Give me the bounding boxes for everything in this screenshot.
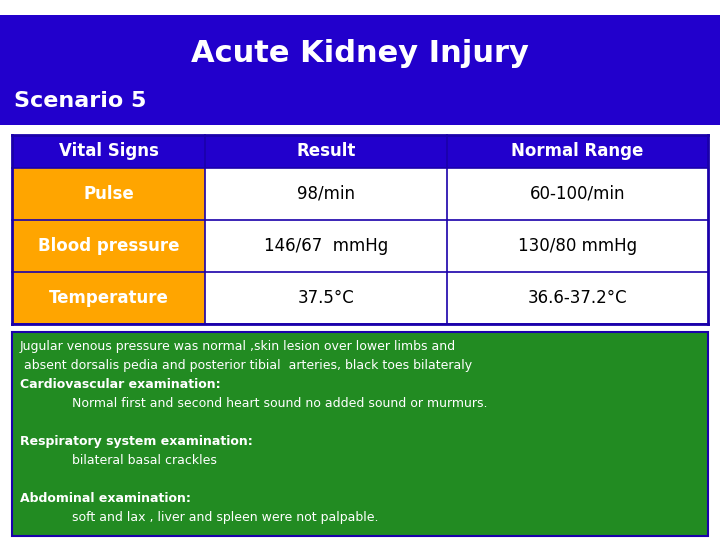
Text: 98/min: 98/min — [297, 185, 355, 203]
FancyBboxPatch shape — [205, 168, 447, 220]
Text: Jugular venous pressure was normal ,skin lesion over lower limbs and: Jugular venous pressure was normal ,skin… — [20, 340, 456, 353]
FancyBboxPatch shape — [447, 168, 708, 220]
Text: Pulse: Pulse — [84, 185, 134, 203]
Text: absent dorsalis pedia and posterior tibial  arteries, black toes bilateraly: absent dorsalis pedia and posterior tibi… — [20, 359, 472, 372]
Text: Result: Result — [297, 143, 356, 160]
FancyBboxPatch shape — [0, 15, 720, 125]
Text: bilateral basal crackles: bilateral basal crackles — [72, 454, 217, 467]
FancyBboxPatch shape — [12, 332, 708, 536]
Text: 130/80 mmHg: 130/80 mmHg — [518, 237, 637, 255]
FancyBboxPatch shape — [205, 272, 447, 324]
FancyBboxPatch shape — [12, 135, 708, 168]
Text: Cardiovascular examination:: Cardiovascular examination: — [20, 378, 220, 391]
FancyBboxPatch shape — [12, 220, 205, 272]
Text: 36.6-37.2°C: 36.6-37.2°C — [528, 289, 627, 307]
Text: Normal Range: Normal Range — [511, 143, 644, 160]
FancyBboxPatch shape — [205, 220, 447, 272]
Text: Scenario 5: Scenario 5 — [14, 91, 146, 111]
Text: Respiratory system examination:: Respiratory system examination: — [20, 435, 253, 448]
Text: Blood pressure: Blood pressure — [38, 237, 179, 255]
Text: Normal first and second heart sound no added sound or murmurs.: Normal first and second heart sound no a… — [72, 397, 487, 410]
Text: Vital Signs: Vital Signs — [59, 143, 158, 160]
Text: Abdominal examination:: Abdominal examination: — [20, 492, 191, 505]
Text: 37.5°C: 37.5°C — [298, 289, 355, 307]
Text: Acute Kidney Injury: Acute Kidney Injury — [191, 39, 529, 68]
FancyBboxPatch shape — [12, 168, 205, 220]
FancyBboxPatch shape — [447, 272, 708, 324]
FancyBboxPatch shape — [447, 220, 708, 272]
Text: Temperature: Temperature — [49, 289, 168, 307]
FancyBboxPatch shape — [12, 272, 205, 324]
Text: 146/67  mmHg: 146/67 mmHg — [264, 237, 388, 255]
Text: 60-100/min: 60-100/min — [530, 185, 625, 203]
Text: soft and lax , liver and spleen were not palpable.: soft and lax , liver and spleen were not… — [72, 511, 379, 524]
